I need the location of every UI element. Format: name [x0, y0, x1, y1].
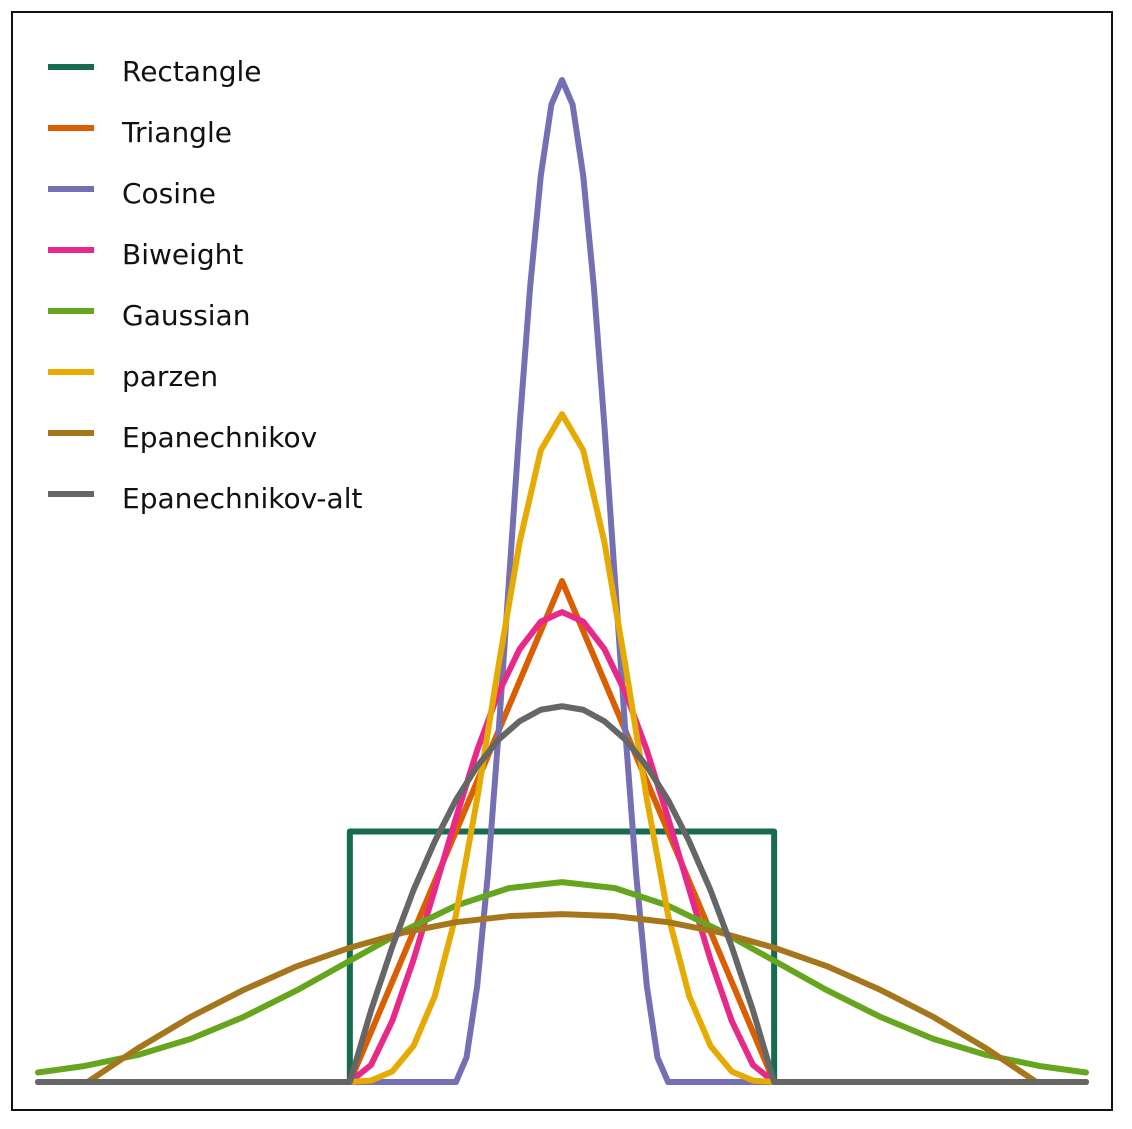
- kernel-line: [35, 411, 1089, 1085]
- plot-frame: [11, 11, 1113, 1111]
- kernel-line: [35, 911, 1089, 1085]
- legend: Rectangle Triangle Cosine Biweight Gaussian p…: [48, 55, 362, 515]
- legend-label: Epanechnikov-alt: [122, 482, 362, 515]
- legend-label: Biweight: [122, 238, 243, 271]
- legend-label: Gaussian: [122, 299, 250, 332]
- kernel-line: [35, 703, 1089, 1085]
- legend-label: Epanechnikov: [122, 421, 317, 454]
- legend-label: parzen: [122, 360, 218, 393]
- lines: [35, 77, 1089, 1085]
- kernel-line: [35, 609, 1089, 1085]
- legend-label: Rectangle: [122, 55, 261, 88]
- kernel-line: [35, 77, 1089, 1085]
- legend-label: Triangle: [121, 116, 232, 149]
- kernel-line: [35, 879, 1089, 1076]
- legend-label: Cosine: [122, 177, 216, 210]
